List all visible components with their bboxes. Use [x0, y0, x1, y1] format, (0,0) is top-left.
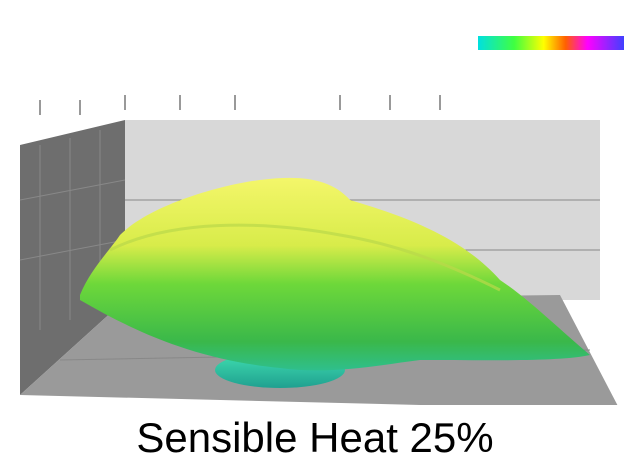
color-legend [478, 36, 624, 50]
caption: Sensible Heat 25% [136, 414, 494, 461]
caption-background [0, 405, 630, 470]
left-wall [20, 120, 125, 395]
surface-ridge [109, 223, 501, 292]
axis-ticks [39, 95, 441, 115]
